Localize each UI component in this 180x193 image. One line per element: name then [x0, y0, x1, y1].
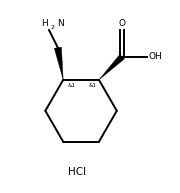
Text: &1: &1	[88, 83, 96, 88]
Text: HCl: HCl	[68, 167, 87, 177]
Text: N: N	[57, 19, 64, 28]
Polygon shape	[54, 47, 63, 80]
Text: OH: OH	[148, 52, 162, 61]
Text: H: H	[41, 19, 48, 28]
Text: O: O	[119, 19, 126, 28]
Text: 2: 2	[50, 25, 54, 30]
Text: &1: &1	[68, 83, 76, 88]
Polygon shape	[99, 54, 124, 80]
